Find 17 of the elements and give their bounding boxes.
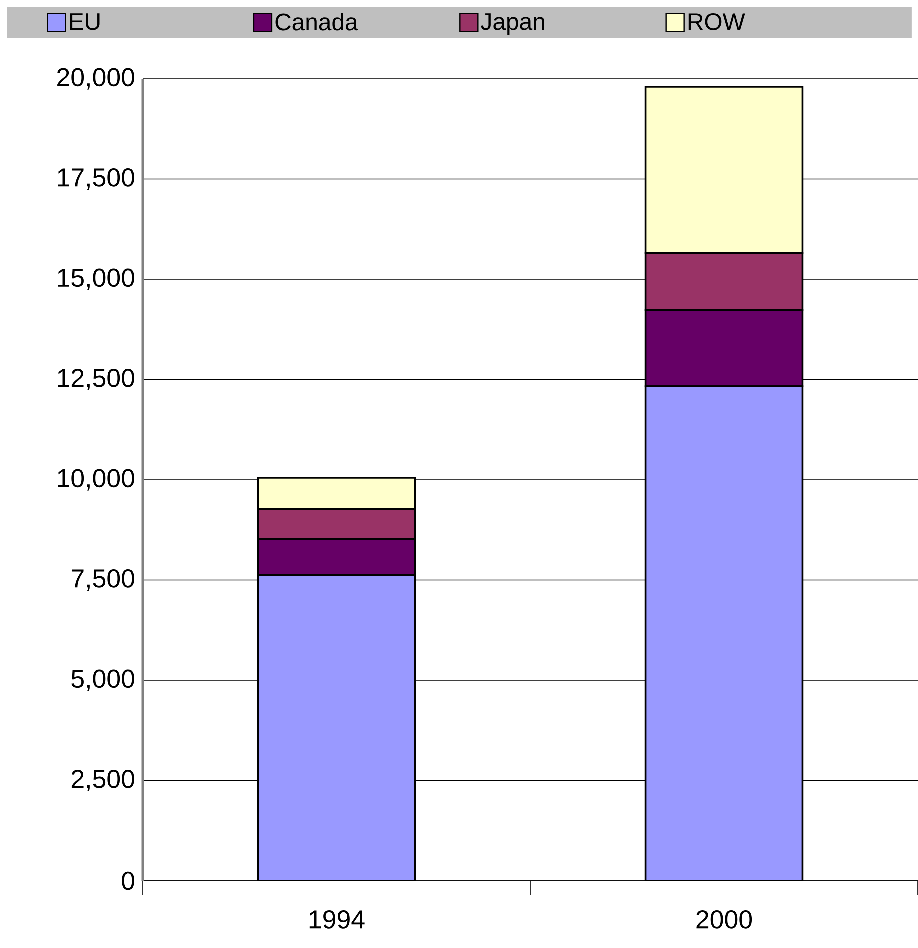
y-tick-label: 0 [122,872,134,890]
y-tick-label: 20,000 [58,68,134,90]
y-tick-label: 10,000 [58,469,134,491]
y-tick-label: 12,500 [58,369,134,390]
bar [644,386,804,881]
y-tick-label: 5,000 [72,670,134,692]
y-tick-label: 15,000 [58,268,134,290]
legend-label: ROW [688,13,746,30]
x-tick-label: 1994 [310,910,365,929]
bar [257,574,416,881]
legend-label: Japan [481,14,544,36]
legend-label: Canada [276,13,358,31]
y-tick-label: 2,500 [72,770,134,792]
x-tick-label: 2000 [696,910,752,929]
y-tick-label: 17,500 [58,168,134,190]
legend-label: EU [70,14,100,30]
y-tick-label: 7,500 [72,570,134,591]
